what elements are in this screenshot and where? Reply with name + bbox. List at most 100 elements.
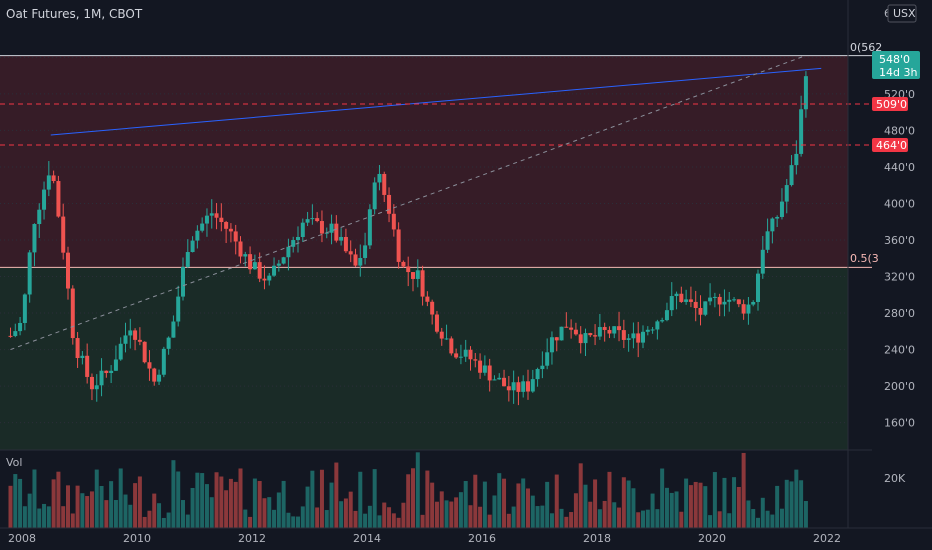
candle-body-21 xyxy=(109,370,114,374)
volume-bar-126 xyxy=(612,502,617,528)
candle-body-25 xyxy=(128,330,133,336)
candle-body-129 xyxy=(626,338,631,340)
candle-body-118 xyxy=(573,329,578,335)
candle-body-62 xyxy=(305,219,310,223)
overlay-lines xyxy=(0,55,872,351)
volume-label: Vol xyxy=(6,456,22,469)
volume-bar-128 xyxy=(621,477,626,528)
currency-box[interactable] xyxy=(887,4,917,23)
candle-body-49 xyxy=(243,254,248,257)
candle-body-14 xyxy=(75,338,80,359)
time-axis[interactable]: 2008 2010 2012 2014 2016 2018 2020 2022 xyxy=(8,532,841,545)
volume-bar-32 xyxy=(161,517,166,528)
volume-bar-10 xyxy=(56,471,61,528)
volume-bar-5 xyxy=(32,469,37,528)
candle-body-155 xyxy=(751,301,756,305)
volume-bar-7 xyxy=(42,503,47,528)
candle-body-134 xyxy=(650,329,655,331)
volume-bars xyxy=(8,452,808,528)
volume-bar-86 xyxy=(420,514,425,528)
candle-body-140 xyxy=(679,293,684,302)
volume-bar-107 xyxy=(521,478,526,528)
candle-body-156 xyxy=(756,273,760,302)
candle-body-41 xyxy=(204,215,209,224)
candle-body-61 xyxy=(300,222,305,237)
candle-body-13 xyxy=(70,288,75,339)
candle-body-36 xyxy=(181,266,185,297)
volume-bar-33 xyxy=(166,512,171,528)
candle-body-147 xyxy=(712,296,717,298)
candle-body-154 xyxy=(746,304,751,314)
volume-bar-135 xyxy=(655,509,660,528)
candle-body-55 xyxy=(272,265,277,276)
candle-body-162 xyxy=(784,185,789,202)
candle-body-10 xyxy=(56,181,61,217)
volume-bar-162 xyxy=(784,479,789,528)
volume-bar-122 xyxy=(593,479,598,528)
price-tag-bg xyxy=(872,51,920,79)
time-tick-4: 2016 xyxy=(468,532,496,545)
price-tick-8: 240'0 xyxy=(884,344,915,357)
candle-body-54 xyxy=(267,275,272,281)
candle-body-114 xyxy=(554,337,559,341)
candle-body-90 xyxy=(439,331,444,339)
candle-body-166 xyxy=(803,76,808,110)
candle-body-116 xyxy=(564,326,569,328)
volume-bar-53 xyxy=(262,498,267,528)
volume-bar-39 xyxy=(195,472,200,528)
volume-bar-73 xyxy=(358,471,363,528)
volume-bar-59 xyxy=(291,516,296,528)
candle-body-57 xyxy=(281,257,286,264)
volume-bar-81 xyxy=(396,517,401,528)
volume-bar-91 xyxy=(444,500,449,528)
chart-title: Oat Futures, 1M, CBOT xyxy=(6,7,143,21)
volume-bar-4 xyxy=(27,493,32,528)
candle-body-120 xyxy=(583,333,588,344)
volume-bar-166 xyxy=(803,500,808,528)
volume-bar-85 xyxy=(415,452,420,528)
volume-bar-119 xyxy=(578,463,583,528)
candle-body-38 xyxy=(190,240,195,253)
currency-label[interactable]: USX xyxy=(893,7,916,20)
time-tick-1: 2010 xyxy=(123,532,151,545)
candle-body-27 xyxy=(137,339,142,342)
candle-body-105 xyxy=(511,382,516,391)
volume-bar-75 xyxy=(367,505,372,528)
time-tick-3: 2014 xyxy=(353,532,381,545)
candle-body-30 xyxy=(152,368,157,382)
price-axis-panel xyxy=(872,0,932,550)
volume-bar-49 xyxy=(243,509,248,528)
candle-body-126 xyxy=(612,326,617,334)
candle-body-48 xyxy=(238,241,243,257)
candle-body-20 xyxy=(104,370,109,374)
volume-bar-16 xyxy=(85,496,90,528)
candle-body-149 xyxy=(722,301,727,305)
candle-body-92 xyxy=(449,338,454,354)
candle-body-80 xyxy=(391,213,396,230)
level-tags: 509'0 464'0 xyxy=(872,96,908,153)
volume-bar-64 xyxy=(315,507,320,528)
candle-body-84 xyxy=(411,272,415,279)
volume-bar-104 xyxy=(506,513,511,528)
volume-bar-29 xyxy=(147,510,152,528)
volume-bar-163 xyxy=(789,481,794,528)
trendline-0 xyxy=(50,67,822,136)
volume-bar-116 xyxy=(564,516,569,528)
volume-bar-58 xyxy=(286,512,291,528)
candle-body-52 xyxy=(257,262,262,279)
volume-bar-70 xyxy=(343,498,348,528)
candle-body-121 xyxy=(588,333,593,336)
volume-bar-54 xyxy=(267,497,272,528)
volume-bar-158 xyxy=(765,510,770,528)
currency-selector[interactable]: USX xyxy=(887,4,917,23)
candle-body-86 xyxy=(420,270,425,297)
volume-bar-6 xyxy=(37,508,42,528)
candle-body-37 xyxy=(185,252,190,267)
volume-bar-131 xyxy=(636,512,641,528)
volume-bar-154 xyxy=(746,500,751,528)
volume-bar-141 xyxy=(684,478,689,528)
candle-body-106 xyxy=(516,382,521,392)
volume-bar-125 xyxy=(607,471,612,528)
